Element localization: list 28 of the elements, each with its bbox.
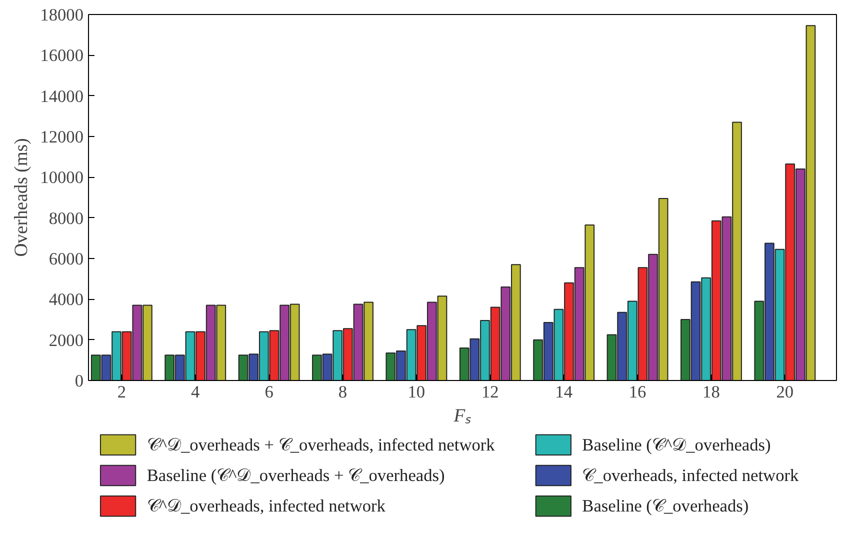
x-tick-label: 14: [555, 382, 573, 402]
y-tick-label: 18000: [40, 6, 84, 24]
y-tick-label: 10000: [40, 168, 84, 188]
legend-label: 𝒞_overheads, infected network: [582, 466, 799, 485]
legend-label: 𝒞^𝒟_overheads, infected network: [146, 496, 386, 516]
x-axis-title: Fₛ: [452, 406, 472, 426]
legend-label: Baseline (𝒞^𝒟_overheads): [582, 435, 771, 454]
legend-label: 𝒞^𝒟_overheads + 𝒞_overheads, infected network: [146, 435, 496, 454]
y-tick-label: 16000: [40, 46, 84, 66]
y-tick-label: 8000: [48, 208, 84, 228]
y-tick-label: 14000: [40, 86, 84, 106]
x-tick-label: 18: [702, 382, 720, 402]
x-tick-label: 16: [628, 382, 647, 402]
x-tick-label: 12: [481, 382, 499, 402]
x-tick-label: 4: [191, 382, 200, 402]
y-tick-label: 2000: [48, 330, 84, 350]
x-tick-label: 20: [776, 382, 794, 402]
x-tick-label: 8: [338, 382, 348, 402]
y-axis-title: Overheads (ms): [11, 138, 32, 257]
x-tick-label: 6: [264, 382, 274, 402]
legend-label: Baseline (𝒞^𝒟_overheads + 𝒞_overheads): [146, 466, 445, 485]
x-tick-label: 2: [117, 382, 126, 402]
y-tick-label: 6000: [48, 250, 84, 268]
y-tick-label: 12000: [40, 128, 84, 146]
legend-label: Baseline (𝒞_overheads): [582, 496, 749, 516]
y-tick-label: 0: [74, 372, 84, 390]
y-tick-label: 4000: [48, 290, 84, 310]
x-tick-label: 10: [408, 382, 426, 402]
